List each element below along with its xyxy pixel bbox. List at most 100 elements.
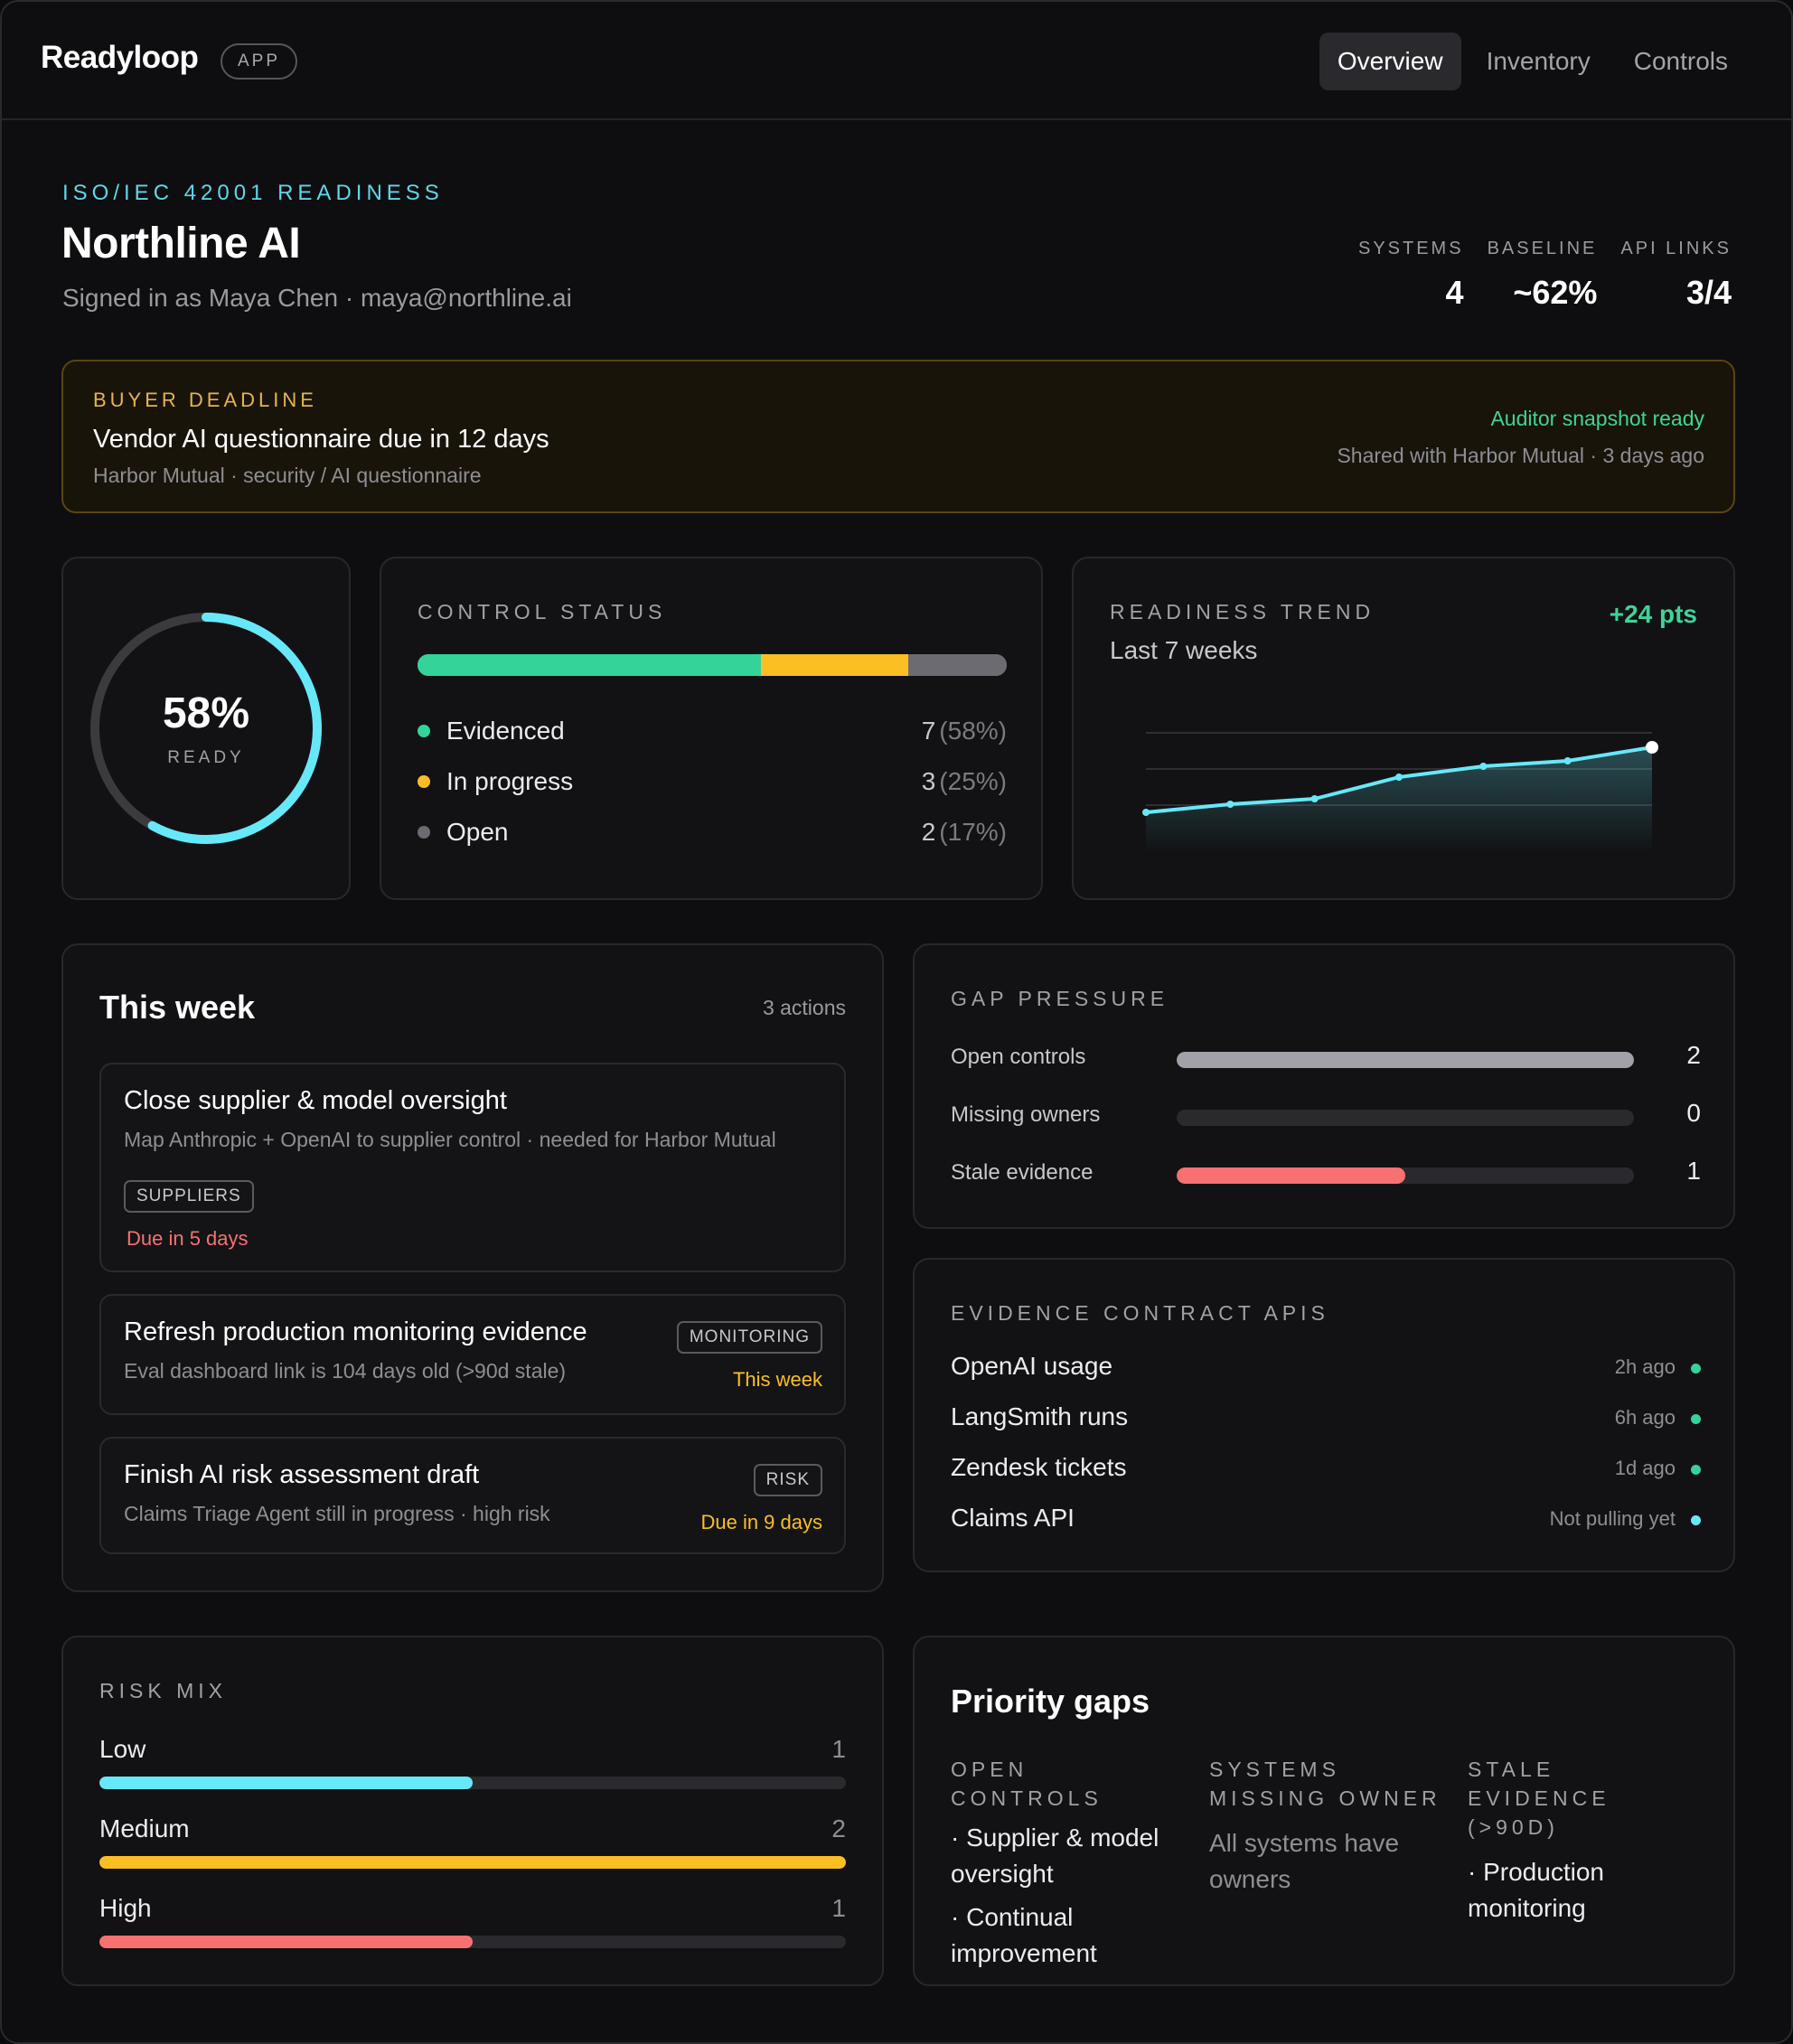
stat-value: 4 [1445,274,1464,311]
banner-title: Vendor AI questionnaire due in 12 days [93,425,549,454]
status-row-open[interactable]: Open 2 (17%) [418,807,1007,858]
gap-value: 2 [1686,1041,1701,1069]
trend-area [1146,747,1652,852]
buyer-deadline-banner[interactable]: BUYER DEADLINE Vendor AI questionnaire d… [61,360,1735,513]
control-status-card: CONTROL STATUS Evidenced 7 (58%) In prog… [380,557,1043,900]
stat-label: SYSTEMS [1357,239,1464,258]
status-percent: (25%) [939,767,1007,795]
api-name: OpenAI usage [951,1352,1113,1380]
task-title: Close supplier & model oversight [124,1086,507,1115]
gaps-col-stale-evidence: STALE EVIDENCE (>90D) · Production monit… [1468,1755,1701,1927]
risk-name: High [99,1894,152,1922]
tab-inventory[interactable]: Inventory [1486,47,1591,75]
gap-row-stale-evidence[interactable]: Stale evidence 1 [951,1155,1701,1191]
column-heading: SYSTEMS MISSING OWNER [1209,1758,1441,1810]
status-dot [418,775,430,788]
gap-value: 1 [1686,1157,1701,1185]
task-card[interactable]: Close supplier & model oversight Map Ant… [99,1063,846,1272]
stat-systems: SYSTEMS 4 [1358,239,1464,312]
gap-fill [1177,1167,1405,1184]
api-name: LangSmith runs [951,1402,1129,1430]
api-row-zendesk-tickets[interactable]: Zendesk tickets 1d ago [951,1449,1701,1489]
tab-overview[interactable]: Overview [1319,33,1461,90]
tab-controls[interactable]: Controls [1633,47,1728,75]
signed-in-info: Signed in as Maya Chen · maya@northline.… [62,284,572,312]
task-description: Claims Triage Agent still in progress · … [124,1502,550,1525]
risk-name: Medium [99,1814,190,1842]
trend-delta: +24 pts [1609,600,1697,628]
readiness-trend-card: READINESS TREND Last 7 weeks +24 pts [1072,557,1735,900]
card-title: Priority gaps [951,1683,1150,1720]
task-tag: MONITORING [676,1321,822,1354]
readiness-donut [90,613,322,844]
api-last-pull: 2h ago [1614,1355,1676,1378]
brand-logo[interactable]: Readyloop [41,40,199,75]
snapshot-ready-link[interactable]: Auditor snapshot ready [1490,407,1704,430]
gap-row-missing-owners[interactable]: Missing owners 0 [951,1097,1701,1133]
top-bar: Readyloop APP Overview Inventory Control… [2,2,1791,120]
task-description: Eval dashboard link is 104 days old (>90… [124,1359,567,1383]
api-status-dot [1691,1515,1701,1525]
risk-fill [99,1936,473,1948]
api-name: Zendesk tickets [951,1453,1127,1481]
stat-baseline: BASELINE ~62% [1488,239,1598,312]
risk-count: 1 [831,1894,846,1922]
status-count: 7 [921,717,936,745]
task-card[interactable]: Refresh production monitoring evidence E… [99,1294,846,1415]
card-title: GAP PRESSURE [951,987,1169,1010]
trend-point [1479,763,1488,770]
status-percent: (58%) [939,717,1007,745]
api-last-pull: Not pulling yet [1549,1507,1676,1530]
gap-item[interactable]: · Continual improvement [951,1903,1097,1967]
risk-track [99,1936,846,1948]
api-row-langsmith-runs[interactable]: LangSmith runs 6h ago [951,1399,1701,1439]
task-card[interactable]: Finish AI risk assessment draft Claims T… [99,1437,846,1554]
risk-fill [99,1777,473,1789]
api-status-dot [1691,1364,1701,1374]
api-last-pull: 1d ago [1614,1457,1676,1479]
risk-track [99,1856,846,1869]
status-row-evidenced[interactable]: Evidenced 7 (58%) [418,706,1007,756]
app-badge: APP [221,43,298,80]
page-title: Northline AI [61,220,301,267]
risk-count: 1 [831,1735,846,1763]
control-status-legend: Evidenced 7 (58%) In progress 3 (25%) Op… [418,706,1007,858]
risk-mix-card: RISK MIX Low 1 Medium 2 High 1 [61,1636,884,1986]
api-status-dot [1691,1414,1701,1424]
status-row-in-progress[interactable]: In progress 3 (25%) [418,756,1007,807]
risk-track [99,1777,846,1789]
snapshot-status: Auditor snapshot ready Shared with Harbo… [1337,407,1704,468]
stat-value: 3/4 [1685,274,1732,311]
main-nav: Overview Inventory Controls [1319,33,1746,90]
actions-count: 3 actions [762,996,846,1019]
gap-name: Open controls [951,1045,1086,1069]
gap-row-open-controls[interactable]: Open controls 2 [951,1039,1701,1075]
api-row-openai-usage[interactable]: OpenAI usage 2h ago [951,1348,1701,1388]
readiness-donut-card: 58% READY [61,557,351,900]
gaps-col-missing-owner: SYSTEMS MISSING OWNER All systems have o… [1209,1755,1442,1898]
task-title: Refresh production monitoring evidence [124,1317,587,1346]
trend-point [1142,809,1150,816]
empty-state-text: All systems have owners [1209,1829,1400,1893]
status-percent: (17%) [939,818,1007,846]
status-count: 2 [921,818,936,846]
stat-label: API LINKS [1620,239,1732,258]
gaps-col-open-controls: OPEN CONTROLS · Supplier & model oversig… [951,1755,1184,1972]
gap-item[interactable]: · Production monitoring [1468,1858,1604,1922]
banner-eyebrow: BUYER DEADLINE [93,389,317,411]
gap-item[interactable]: · Supplier & model oversight [951,1824,1159,1888]
trend-point-latest [1646,741,1658,754]
segment-evidenced [418,654,762,676]
evidence-apis-card: EVIDENCE CONTRACT APIS OpenAI usage 2h a… [913,1258,1735,1572]
trend-chart [1142,732,1658,852]
task-due: Due in 9 days [700,1511,822,1533]
control-status-bar [418,654,1007,676]
gap-pressure-card: GAP PRESSURE Open controls 2 Missing own… [913,943,1735,1229]
task-due: Due in 5 days [127,1227,249,1250]
api-row-claims-api[interactable]: Claims API Not pulling yet [951,1500,1701,1540]
priority-gaps-card: Priority gaps OPEN CONTROLS · Supplier &… [913,1636,1735,1986]
trend-subtitle: Last 7 weeks [1110,636,1258,664]
status-dot [418,826,430,839]
donut-progress [90,613,322,844]
